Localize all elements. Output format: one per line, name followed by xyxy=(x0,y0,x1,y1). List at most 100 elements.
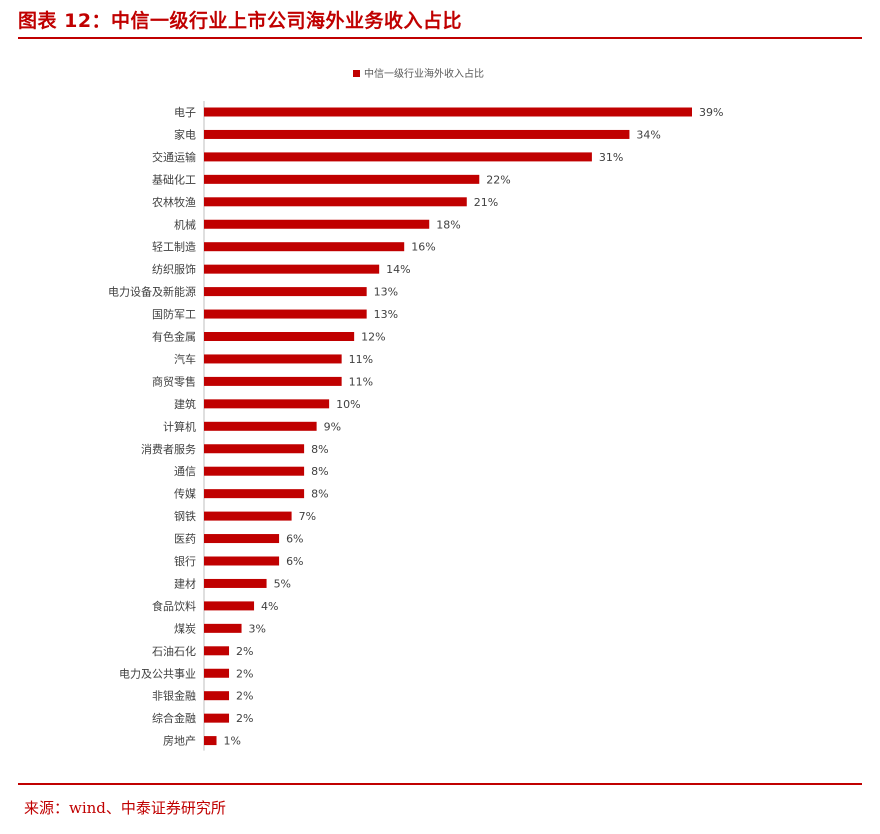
bar-row: 建材 5% xyxy=(174,576,291,590)
bar xyxy=(204,534,280,544)
value-label: 18% xyxy=(436,218,460,231)
bar-row: 钢铁 7% xyxy=(174,510,316,523)
category-label: 电子 xyxy=(174,106,196,119)
category-label: 纺织服饰 xyxy=(152,262,196,276)
bar xyxy=(204,332,355,341)
bar xyxy=(204,466,305,476)
bar xyxy=(204,601,255,611)
bar xyxy=(204,354,342,364)
value-label: 3% xyxy=(249,622,266,635)
bar xyxy=(204,668,230,678)
top-divider xyxy=(18,37,862,39)
bottom-divider xyxy=(18,783,862,785)
category-label: 电力设备及新能源 xyxy=(108,285,196,299)
value-label: 8% xyxy=(311,488,328,501)
bar-row: 电力设备及新能源 13% xyxy=(108,285,398,299)
bar-row: 机械 18% xyxy=(174,217,461,231)
value-label: 34% xyxy=(636,128,660,141)
category-label: 电力及公共事业 xyxy=(119,667,196,680)
bar-row: 交通运输 31% xyxy=(152,150,623,164)
bar-row: 轻工制造 16% xyxy=(152,240,436,254)
category-label: 家电 xyxy=(174,127,196,141)
bar-row: 非银金融 2% xyxy=(152,689,253,703)
category-label: 建材 xyxy=(174,576,196,590)
value-label: 13% xyxy=(374,308,398,321)
category-label: 有色金属 xyxy=(152,330,196,344)
bar-row: 国防军工 13% xyxy=(152,307,398,321)
bar xyxy=(204,713,230,723)
category-label: 医药 xyxy=(174,533,196,546)
bar-row: 房地产 1% xyxy=(163,734,241,748)
value-label: 8% xyxy=(311,443,328,456)
value-label: 8% xyxy=(311,465,328,478)
value-label: 11% xyxy=(349,353,373,366)
category-label: 消费者服务 xyxy=(141,442,196,456)
category-label: 钢铁 xyxy=(174,510,196,523)
source-note: 来源：wind、中泰证券研究所 xyxy=(24,799,226,817)
bar-row: 消费者服务 8% xyxy=(141,442,329,456)
legend-label: 中信一级行业海外收入占比 xyxy=(364,67,484,80)
category-label: 计算机 xyxy=(163,419,196,433)
bar-row: 医药 6% xyxy=(174,533,304,546)
bar-row: 有色金属 12% xyxy=(152,330,386,344)
value-label: 5% xyxy=(274,577,291,590)
bar-row: 农林牧渔 21% xyxy=(152,195,498,209)
bar-row: 食品饮料 4% xyxy=(152,599,279,613)
bar xyxy=(204,242,405,252)
value-label: 6% xyxy=(286,555,303,568)
value-label: 39% xyxy=(699,106,723,119)
bar xyxy=(204,578,267,588)
bar xyxy=(204,152,592,162)
category-label: 石油石化 xyxy=(152,644,196,658)
value-label: 2% xyxy=(236,712,253,725)
category-label: 传媒 xyxy=(174,488,196,501)
value-label: 10% xyxy=(336,398,360,411)
bar xyxy=(204,376,342,386)
bar-row: 石油石化 2% xyxy=(152,644,253,658)
bar xyxy=(204,736,217,746)
bar-row: 传媒 8% xyxy=(174,488,329,501)
category-label: 国防军工 xyxy=(152,307,196,321)
category-label: 银行 xyxy=(174,554,196,568)
bar xyxy=(204,174,480,184)
bar-row: 建筑 10% xyxy=(174,397,361,411)
category-label: 建筑 xyxy=(174,397,196,411)
value-label: 31% xyxy=(599,151,623,164)
category-label: 基础化工 xyxy=(152,172,196,186)
legend-swatch xyxy=(353,70,360,77)
bar xyxy=(204,511,292,521)
bar-row: 银行 6% xyxy=(174,554,304,568)
value-label: 9% xyxy=(324,420,341,433)
category-label: 农林牧渔 xyxy=(152,195,196,209)
bar-row: 通信 8% xyxy=(174,465,329,478)
category-label: 煤炭 xyxy=(174,622,196,635)
value-label: 7% xyxy=(299,510,316,523)
bar-row: 纺织服饰 14% xyxy=(152,262,411,276)
category-label: 轻工制造 xyxy=(152,240,196,254)
bar xyxy=(204,399,330,409)
bar-row: 基础化工 22% xyxy=(152,172,511,186)
bar-row: 计算机 9% xyxy=(163,419,341,433)
bar-row: 煤炭 3% xyxy=(174,622,266,635)
value-label: 12% xyxy=(361,331,385,344)
value-label: 6% xyxy=(286,533,303,546)
bar xyxy=(204,556,280,566)
category-label: 商贸零售 xyxy=(152,374,196,388)
bar xyxy=(204,264,380,274)
bar-row: 综合金融 2% xyxy=(152,711,253,725)
bar xyxy=(204,623,242,633)
category-label: 汽车 xyxy=(174,352,196,366)
bar xyxy=(204,287,367,297)
value-label: 22% xyxy=(486,173,510,186)
bar xyxy=(204,421,317,431)
bar-row: 电子 39% xyxy=(174,106,723,119)
value-label: 2% xyxy=(236,667,253,680)
category-label: 食品饮料 xyxy=(152,599,196,613)
bar xyxy=(204,646,230,656)
figure-title: 图表 12：中信一级行业上市公司海外业务收入占比 xyxy=(18,10,463,32)
bar-row: 商贸零售 11% xyxy=(152,374,373,388)
category-label: 机械 xyxy=(174,217,196,231)
value-label: 14% xyxy=(386,263,410,276)
bar xyxy=(204,444,305,454)
